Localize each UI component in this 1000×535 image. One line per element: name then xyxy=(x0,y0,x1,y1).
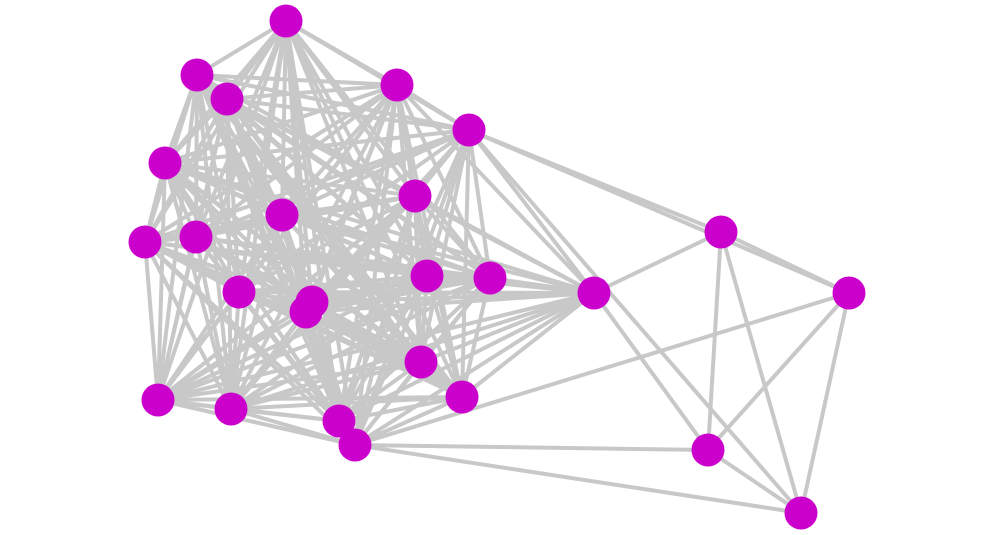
edge-16-17 xyxy=(593,230,722,295)
edge-12-16 xyxy=(489,276,595,295)
edge-7-10 xyxy=(195,194,416,239)
node-5[interactable] xyxy=(452,113,486,147)
node-24[interactable] xyxy=(338,428,372,462)
node-9[interactable] xyxy=(128,225,162,259)
node-8[interactable] xyxy=(265,198,299,232)
edge-16-20 xyxy=(157,291,595,402)
edge-18-25 xyxy=(706,291,851,452)
edge-19-23 xyxy=(337,360,423,423)
edge-13-16 xyxy=(238,290,595,295)
edge-4-8 xyxy=(280,83,399,217)
node-23[interactable] xyxy=(322,404,356,438)
edge-5-22 xyxy=(460,129,471,398)
edge-2-4 xyxy=(196,73,398,87)
edge-5-13 xyxy=(237,128,471,294)
edge-16-22 xyxy=(460,291,596,399)
edge-12-15 xyxy=(305,276,491,314)
edge-22-23 xyxy=(338,395,463,423)
edge-5-12 xyxy=(467,129,492,279)
edge-6-21 xyxy=(163,162,233,410)
edge-9-21 xyxy=(143,241,233,410)
edge-20-22 xyxy=(157,395,463,402)
edge-24-25 xyxy=(354,443,709,452)
edge-6-16 xyxy=(164,161,595,295)
node-11[interactable] xyxy=(410,259,444,293)
node-7[interactable] xyxy=(398,179,432,213)
edge-4-16 xyxy=(395,83,596,295)
node-21[interactable] xyxy=(214,392,248,426)
edge-15-16 xyxy=(305,291,595,314)
node-10[interactable] xyxy=(179,220,213,254)
edge-17-25 xyxy=(706,231,723,451)
node-3[interactable] xyxy=(210,82,244,116)
edge-7-16 xyxy=(414,194,595,295)
edge-9-20 xyxy=(143,241,160,401)
edge-15-20 xyxy=(156,310,308,402)
edge-4-12 xyxy=(395,84,492,279)
edge-19-20 xyxy=(157,360,422,402)
node-12[interactable] xyxy=(473,261,507,295)
edge-5-16 xyxy=(467,128,596,295)
edge-24-26 xyxy=(354,443,802,515)
node-20[interactable] xyxy=(141,383,175,417)
node-13[interactable] xyxy=(222,275,256,309)
edge-21-23 xyxy=(230,407,340,423)
edge-22-24 xyxy=(354,395,463,447)
edge-6-12 xyxy=(164,161,491,280)
edge-13-20 xyxy=(156,290,241,402)
edge-15-22 xyxy=(305,310,463,399)
edge-6-7 xyxy=(164,161,416,198)
edge-18-24 xyxy=(354,291,850,447)
edge-6-20 xyxy=(156,162,167,401)
node-6[interactable] xyxy=(148,146,182,180)
node-25[interactable] xyxy=(691,433,725,467)
edge-15-21 xyxy=(229,310,308,411)
edge-5-18 xyxy=(468,128,850,295)
nodes-layer xyxy=(128,4,866,530)
node-15[interactable] xyxy=(289,295,323,329)
edge-3-4 xyxy=(226,83,398,101)
node-16[interactable] xyxy=(577,276,611,310)
node-18[interactable] xyxy=(832,276,866,310)
node-2[interactable] xyxy=(180,58,214,92)
edge-4-15 xyxy=(304,84,399,313)
edge-16-19 xyxy=(420,291,595,364)
node-4[interactable] xyxy=(380,68,414,102)
edge-21-24 xyxy=(230,407,356,447)
edge-2-5 xyxy=(196,73,470,132)
edge-19-21 xyxy=(230,360,422,411)
edge-19-24 xyxy=(353,360,423,447)
edge-4-6 xyxy=(164,83,398,165)
edge-25-26 xyxy=(706,448,803,515)
edge-1-9 xyxy=(143,19,288,244)
edge-16-25 xyxy=(592,291,710,452)
node-1[interactable] xyxy=(269,4,303,38)
edge-1-2 xyxy=(195,19,288,77)
edge-8-16 xyxy=(281,213,595,295)
node-17[interactable] xyxy=(704,215,738,249)
edge-16-24 xyxy=(353,291,596,447)
edge-10-20 xyxy=(156,236,198,401)
node-26[interactable] xyxy=(784,496,818,530)
edge-21-22 xyxy=(230,395,463,411)
edge-18-26 xyxy=(799,292,851,514)
edge-12-13 xyxy=(238,276,491,294)
edge-5-6 xyxy=(164,128,470,165)
edge-5-26 xyxy=(467,128,803,515)
edge-1-15 xyxy=(284,20,308,313)
edge-17-18 xyxy=(720,230,850,295)
edge-17-26 xyxy=(719,231,803,514)
node-19[interactable] xyxy=(404,345,438,379)
node-22[interactable] xyxy=(445,380,479,414)
